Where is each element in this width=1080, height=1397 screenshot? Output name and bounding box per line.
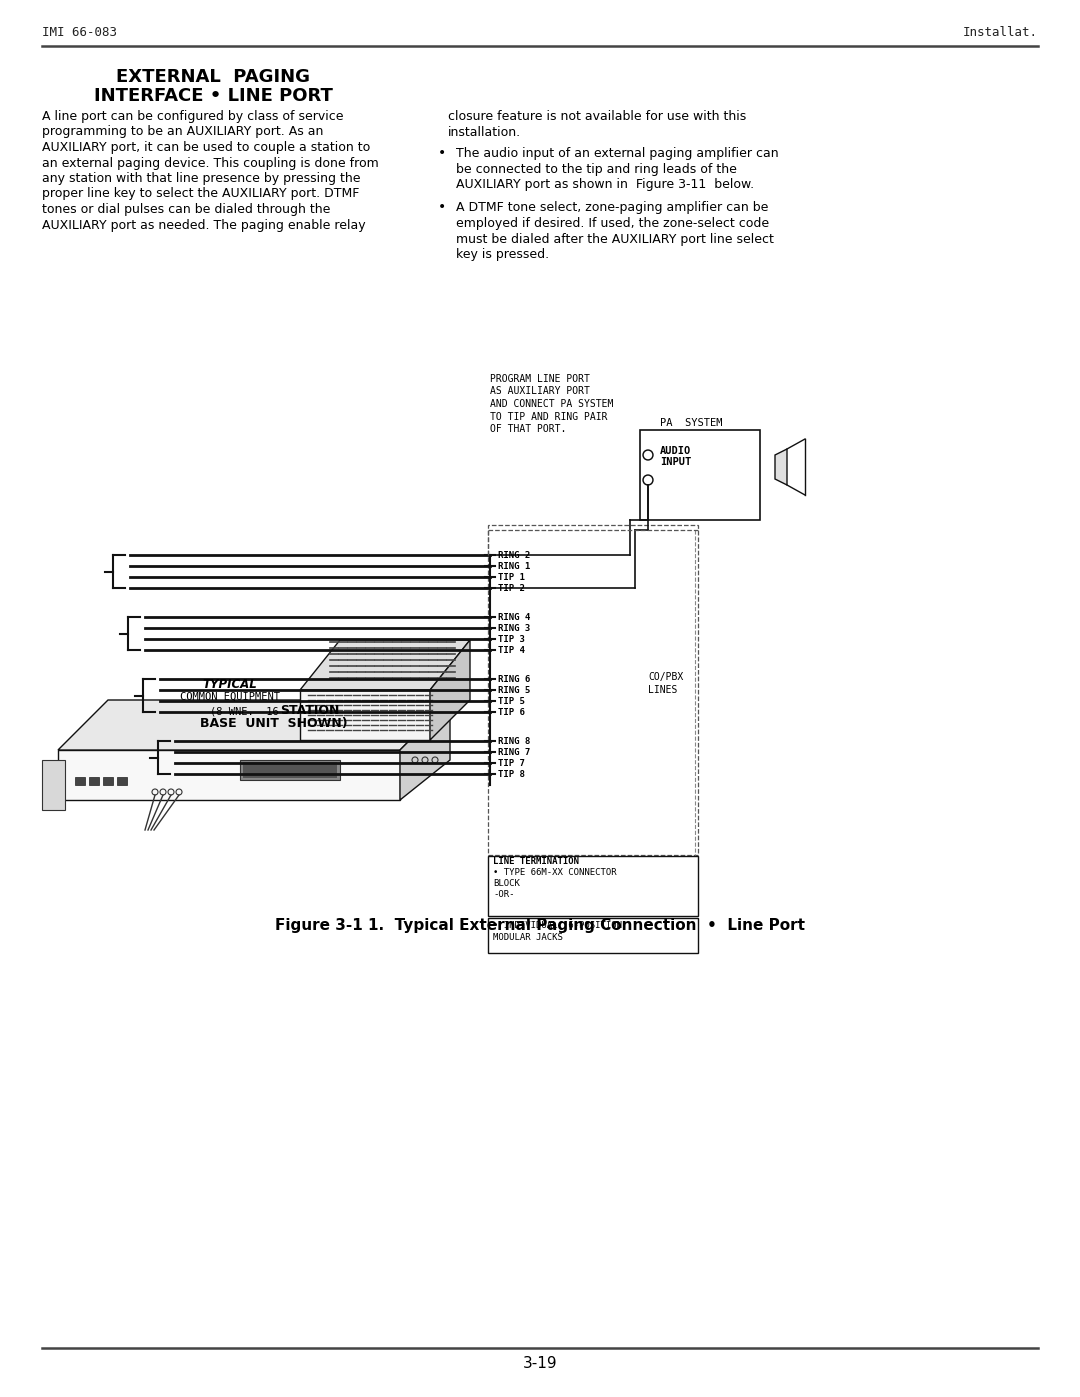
Text: employed if desired. If used, the zone-select code: employed if desired. If used, the zone-s… — [456, 217, 769, 231]
Polygon shape — [775, 448, 787, 485]
Text: an external paging device. This coupling is done from: an external paging device. This coupling… — [42, 156, 379, 169]
Text: installation.: installation. — [448, 126, 522, 138]
Text: be connected to the tip and ring leads of the: be connected to the tip and ring leads o… — [456, 162, 737, 176]
Text: RING 1: RING 1 — [498, 562, 530, 571]
Polygon shape — [42, 760, 65, 810]
Bar — [488, 525, 698, 855]
Text: must be dialed after the AUXILIARY port line select: must be dialed after the AUXILIARY port … — [456, 232, 774, 246]
Text: RING 3: RING 3 — [498, 624, 530, 633]
Text: • TYPE 66M-XX CONNECTOR: • TYPE 66M-XX CONNECTOR — [492, 868, 617, 877]
Polygon shape — [430, 640, 470, 740]
Text: INPUT: INPUT — [660, 457, 691, 467]
Bar — [640, 430, 760, 520]
Text: AND CONNECT PA SYSTEM: AND CONNECT PA SYSTEM — [490, 400, 613, 409]
Text: BASE  UNIT  SHOWN): BASE UNIT SHOWN) — [200, 717, 348, 731]
Text: A DTMF tone select, zone-paging amplifier can be: A DTMF tone select, zone-paging amplifie… — [456, 201, 768, 215]
Text: The audio input of an external paging amplifier can: The audio input of an external paging am… — [456, 147, 779, 161]
Bar — [488, 918, 698, 953]
Text: 3-19: 3-19 — [523, 1356, 557, 1370]
Text: AUXILIARY port, it can be used to couple a station to: AUXILIARY port, it can be used to couple… — [42, 141, 370, 154]
Text: key is pressed.: key is pressed. — [456, 249, 549, 261]
Text: any station with that line presence by pressing the: any station with that line presence by p… — [42, 172, 361, 184]
Text: EXTERNAL  PAGING: EXTERNAL PAGING — [116, 68, 310, 87]
Text: TIP 2: TIP 2 — [498, 584, 525, 592]
Bar — [75, 777, 85, 785]
Text: AS AUXILIARY PORT: AS AUXILIARY PORT — [490, 387, 590, 397]
Text: Figure 3-1 1.  Typical External Paging Connection  •  Line Port: Figure 3-1 1. Typical External Paging Co… — [275, 918, 805, 933]
Text: TIP 7: TIP 7 — [498, 759, 525, 768]
Text: TIP 5: TIP 5 — [498, 697, 525, 705]
Bar — [103, 777, 113, 785]
Polygon shape — [300, 690, 430, 740]
Text: -OR-: -OR- — [492, 890, 514, 900]
Text: OF THAT PORT.: OF THAT PORT. — [490, 425, 566, 434]
Text: RING 5: RING 5 — [498, 686, 530, 694]
Circle shape — [645, 476, 651, 483]
Text: BLOCK: BLOCK — [492, 879, 519, 888]
Bar — [488, 856, 698, 916]
Text: A line port can be configured by class of service: A line port can be configured by class o… — [42, 110, 343, 123]
Text: MODULAR JACKS: MODULAR JACKS — [492, 933, 563, 942]
Text: TIP 3: TIP 3 — [498, 636, 525, 644]
Bar — [240, 760, 340, 780]
Text: •: • — [438, 201, 446, 215]
Text: RING 6: RING 6 — [498, 675, 530, 685]
Circle shape — [643, 475, 653, 485]
Circle shape — [643, 450, 653, 460]
Text: TIP 4: TIP 4 — [498, 645, 525, 655]
Bar — [89, 777, 99, 785]
Bar — [117, 777, 127, 785]
Text: tones or dial pulses can be dialed through the: tones or dial pulses can be dialed throu… — [42, 203, 330, 217]
Text: TYPICAL: TYPICAL — [203, 678, 257, 692]
Text: • INDIVIDUAL  6-POSITION: • INDIVIDUAL 6-POSITION — [492, 921, 622, 930]
Text: TO TIP AND RING PAIR: TO TIP AND RING PAIR — [490, 412, 607, 422]
Text: •: • — [438, 147, 446, 161]
Text: RING 7: RING 7 — [498, 747, 530, 757]
Text: IMI 66-083: IMI 66-083 — [42, 27, 117, 39]
Text: AUXILIARY port as needed. The paging enable relay: AUXILIARY port as needed. The paging ena… — [42, 218, 366, 232]
Text: TIP 8: TIP 8 — [498, 770, 525, 780]
Polygon shape — [300, 640, 470, 690]
Text: AUDIO: AUDIO — [660, 446, 691, 455]
Text: COMMON EQUIPMENT: COMMON EQUIPMENT — [180, 692, 280, 703]
Text: RING 2: RING 2 — [498, 550, 530, 560]
Text: INTERFACE • LINE PORT: INTERFACE • LINE PORT — [94, 87, 333, 105]
Text: LINES: LINES — [648, 685, 677, 694]
Text: CO/PBX: CO/PBX — [648, 672, 684, 682]
Text: programming to be an AUXILIARY port. As an: programming to be an AUXILIARY port. As … — [42, 126, 323, 138]
Text: TIP 1: TIP 1 — [498, 573, 525, 583]
Polygon shape — [58, 750, 400, 800]
Text: proper line key to select the AUXILIARY port. DTMF: proper line key to select the AUXILIARY … — [42, 187, 360, 201]
Text: Installat.: Installat. — [963, 27, 1038, 39]
Circle shape — [645, 451, 651, 458]
Text: AUXILIARY port as shown in  Figure 3-11  below.: AUXILIARY port as shown in Figure 3-11 b… — [456, 177, 754, 191]
Text: LINE TERMINATION: LINE TERMINATION — [492, 856, 579, 866]
Text: (8 WNE.  16: (8 WNE. 16 — [210, 705, 285, 717]
Text: closure feature is not available for use with this: closure feature is not available for use… — [448, 110, 746, 123]
Polygon shape — [58, 700, 450, 750]
Polygon shape — [400, 700, 450, 800]
Text: PROGRAM LINE PORT: PROGRAM LINE PORT — [490, 374, 590, 384]
Text: TIP 6: TIP 6 — [498, 708, 525, 717]
Text: RING 8: RING 8 — [498, 738, 530, 746]
Text: PA  SYSTEM: PA SYSTEM — [660, 418, 723, 427]
Text: STATION: STATION — [280, 704, 339, 717]
Text: RING 4: RING 4 — [498, 613, 530, 622]
Bar — [243, 761, 337, 778]
